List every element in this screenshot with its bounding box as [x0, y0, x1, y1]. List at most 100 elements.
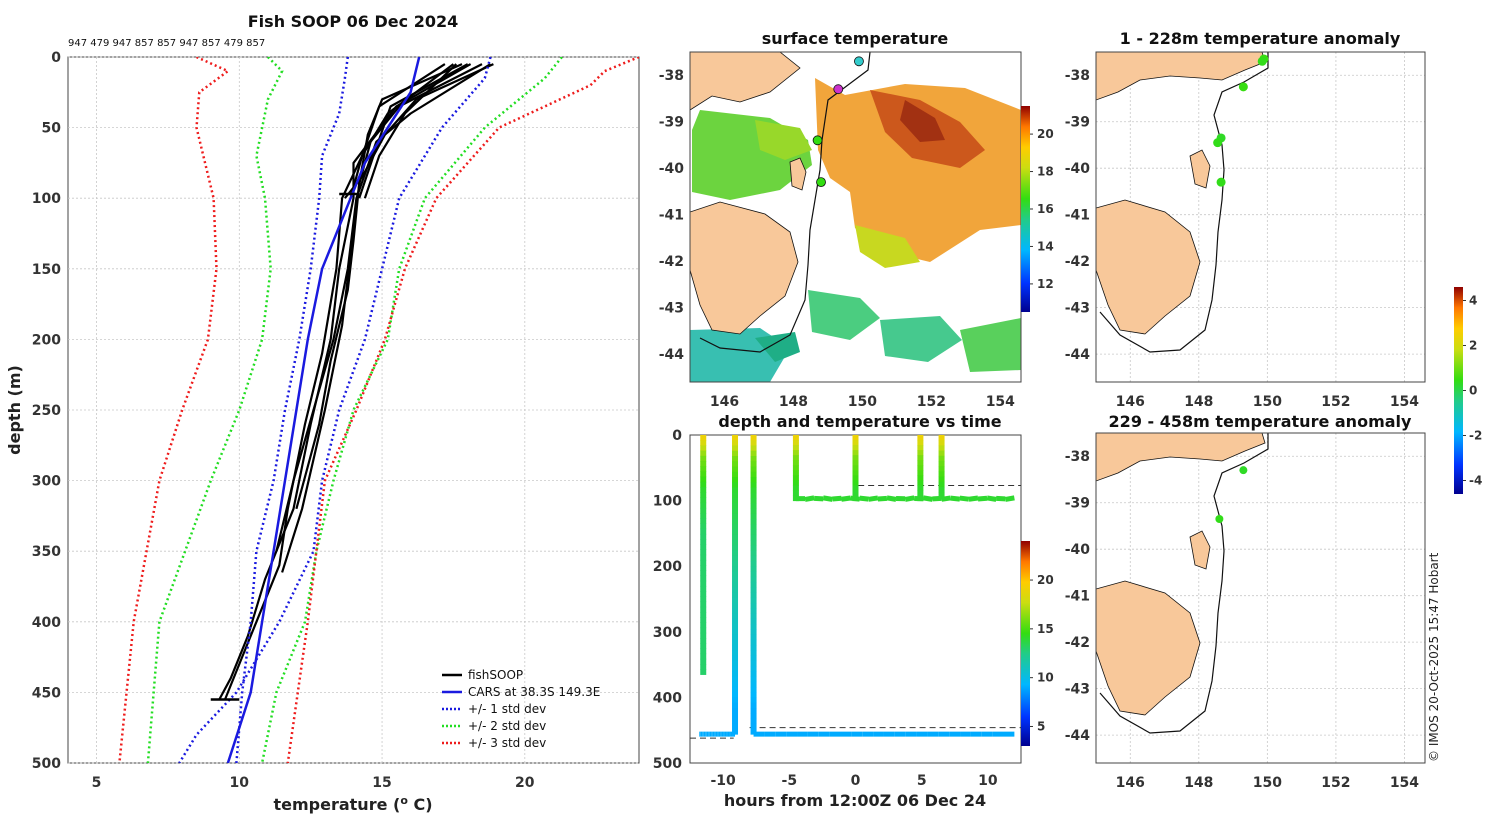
sst-cast-marker — [812, 135, 823, 146]
map-y-tick: -44 — [659, 347, 685, 363]
time-y-tick: 100 — [653, 494, 682, 510]
map-y-tick: -38 — [1065, 68, 1090, 84]
sst-tasmania — [690, 201, 799, 335]
time-x-tick: -10 — [710, 773, 736, 789]
profile-title: Fish SOOP 06 Dec 2024 — [248, 12, 458, 31]
map-y-tick: -44 — [1065, 347, 1091, 363]
profile-x-tick: 5 — [92, 775, 102, 791]
map-y-tick: -40 — [659, 161, 685, 177]
profile-lines — [118, 57, 639, 763]
anomaly-shallow-point — [1213, 138, 1223, 148]
anomaly-shallow-shelf-contour — [1099, 52, 1269, 353]
credit-text: © IMOS 20-Oct-2025 15:47 Hobart — [1427, 552, 1441, 762]
anomaly-shallow-point — [1216, 177, 1226, 187]
map-y-tick: -41 — [1065, 208, 1090, 224]
anomaly-colorbar-label: 2 — [1469, 339, 1477, 353]
time-bottom-track — [886, 495, 897, 502]
sst-field — [690, 78, 1021, 382]
anomaly-shallow-flinders-island — [1189, 149, 1211, 189]
map-y-tick: -40 — [1065, 161, 1091, 177]
sst-cool-water-core — [755, 332, 800, 362]
time-bottom-track — [950, 495, 961, 502]
profile-y-tick: 250 — [32, 403, 61, 419]
sst-shelf-contour — [699, 52, 871, 353]
anomaly-deep-point — [1215, 514, 1224, 523]
map-y-tick: -43 — [659, 301, 684, 317]
map-y-tick: -39 — [659, 115, 684, 131]
anomaly-deep-mainland — [1096, 433, 1266, 482]
sst-land — [690, 52, 807, 335]
map-y-tick: -41 — [659, 208, 684, 224]
map-y-tick: -42 — [1065, 635, 1090, 651]
anomaly-shallow-point — [1257, 56, 1267, 66]
profile-y-tick: 400 — [32, 615, 61, 631]
std2-plus-line — [146, 57, 284, 763]
anomaly-colorbar — [1454, 287, 1463, 494]
anomaly-shallow-title: 1 - 228m temperature anomaly — [1120, 29, 1401, 48]
profile-y-tick: 150 — [32, 262, 61, 278]
map-y-tick: -39 — [1065, 115, 1090, 131]
sst-south-green-2 — [880, 316, 962, 362]
map-y-tick: -38 — [659, 68, 684, 84]
sst-flinders-island — [789, 157, 807, 191]
profile-legend: fishSOOP CARS at 38.3S 149.3E +/- 1 std … — [442, 668, 600, 750]
anomaly-colorbar-ticks: 4 2 0 -2 -4 — [1463, 294, 1482, 488]
map-x-tick: 150 — [848, 394, 877, 410]
anomaly-shallow-point — [1238, 82, 1248, 92]
sst-colorbar-label: 14 — [1037, 239, 1054, 253]
map-y-tick: -43 — [1065, 682, 1090, 698]
time-y-tick: 400 — [653, 690, 682, 706]
profile-x-label: temperature (o C) — [273, 794, 432, 814]
time-bottom-track — [832, 495, 842, 502]
profile-y-tick: 350 — [32, 544, 61, 560]
sst-panel: surface temperature — [659, 29, 1054, 410]
map-y-tick: -38 — [1065, 449, 1090, 465]
time-bottom-track — [804, 495, 815, 502]
anomaly-deep-points — [1215, 466, 1248, 523]
sst-markers — [812, 56, 864, 188]
legend-std2: +/- 2 std dev — [468, 719, 546, 733]
profile-y-tick: 450 — [32, 685, 61, 701]
time-bottom-track — [986, 495, 997, 502]
time-bottom-track — [841, 495, 851, 502]
sst-colorbar — [1021, 106, 1030, 312]
map-y-tick: -42 — [1065, 254, 1090, 270]
time-bottom-track — [822, 495, 833, 502]
sst-cast-marker — [816, 177, 826, 188]
map-y-tick: -42 — [659, 254, 684, 270]
map-x-tick: 148 — [1184, 775, 1213, 791]
legend-std3: +/- 3 std dev — [468, 736, 546, 750]
sst-mainland — [690, 52, 801, 111]
legend-cars: CARS at 38.3S 149.3E — [468, 685, 600, 699]
legend-std1: +/- 1 std dev — [468, 702, 546, 716]
anomaly-deep-map — [1096, 433, 1269, 734]
anomaly-deep-ticks: 146 148 150 152 154 -38 -39 -40 -41 -42 -43 -44 — [1065, 449, 1420, 791]
std3-minus-line — [286, 57, 639, 763]
profile-x-tick: 10 — [230, 775, 250, 791]
profile-grid — [68, 56, 639, 764]
time-bottom-track — [877, 495, 888, 502]
profile-x-tick: 15 — [372, 775, 391, 791]
anomaly-deep-point — [1239, 466, 1248, 475]
time-colorbar-ticks: 5 10 15 20 — [1030, 573, 1054, 733]
time-panel: depth and temperature vs time -10 -5 0 5 100… — [653, 412, 1054, 810]
anomaly-deep-frame — [1095, 432, 1426, 764]
sst-yellow-patch — [855, 225, 920, 268]
anomaly-deep-tasmania — [1096, 580, 1201, 716]
map-x-tick: 154 — [1390, 394, 1419, 410]
map-y-tick: -44 — [1065, 728, 1091, 744]
sst-colorbar-label: 18 — [1037, 165, 1054, 179]
time-casts — [699, 435, 1015, 737]
anomaly-shallow-panel: 1 - 228m temperature anomaly 146 148 150 15… — [1065, 29, 1426, 410]
profile-y-label: depth (m) — [5, 365, 24, 455]
anomaly-deep-title: 229 - 458m temperature anomaly — [1109, 412, 1412, 431]
map-y-tick: -43 — [1065, 301, 1090, 317]
sst-cast-marker — [854, 56, 864, 67]
profile-x-tick: 20 — [515, 775, 535, 791]
time-colorbar-label: 15 — [1037, 622, 1054, 636]
time-bottom-track — [859, 495, 870, 502]
cars-climatology-line — [226, 57, 421, 763]
time-bottom-track — [932, 495, 942, 502]
